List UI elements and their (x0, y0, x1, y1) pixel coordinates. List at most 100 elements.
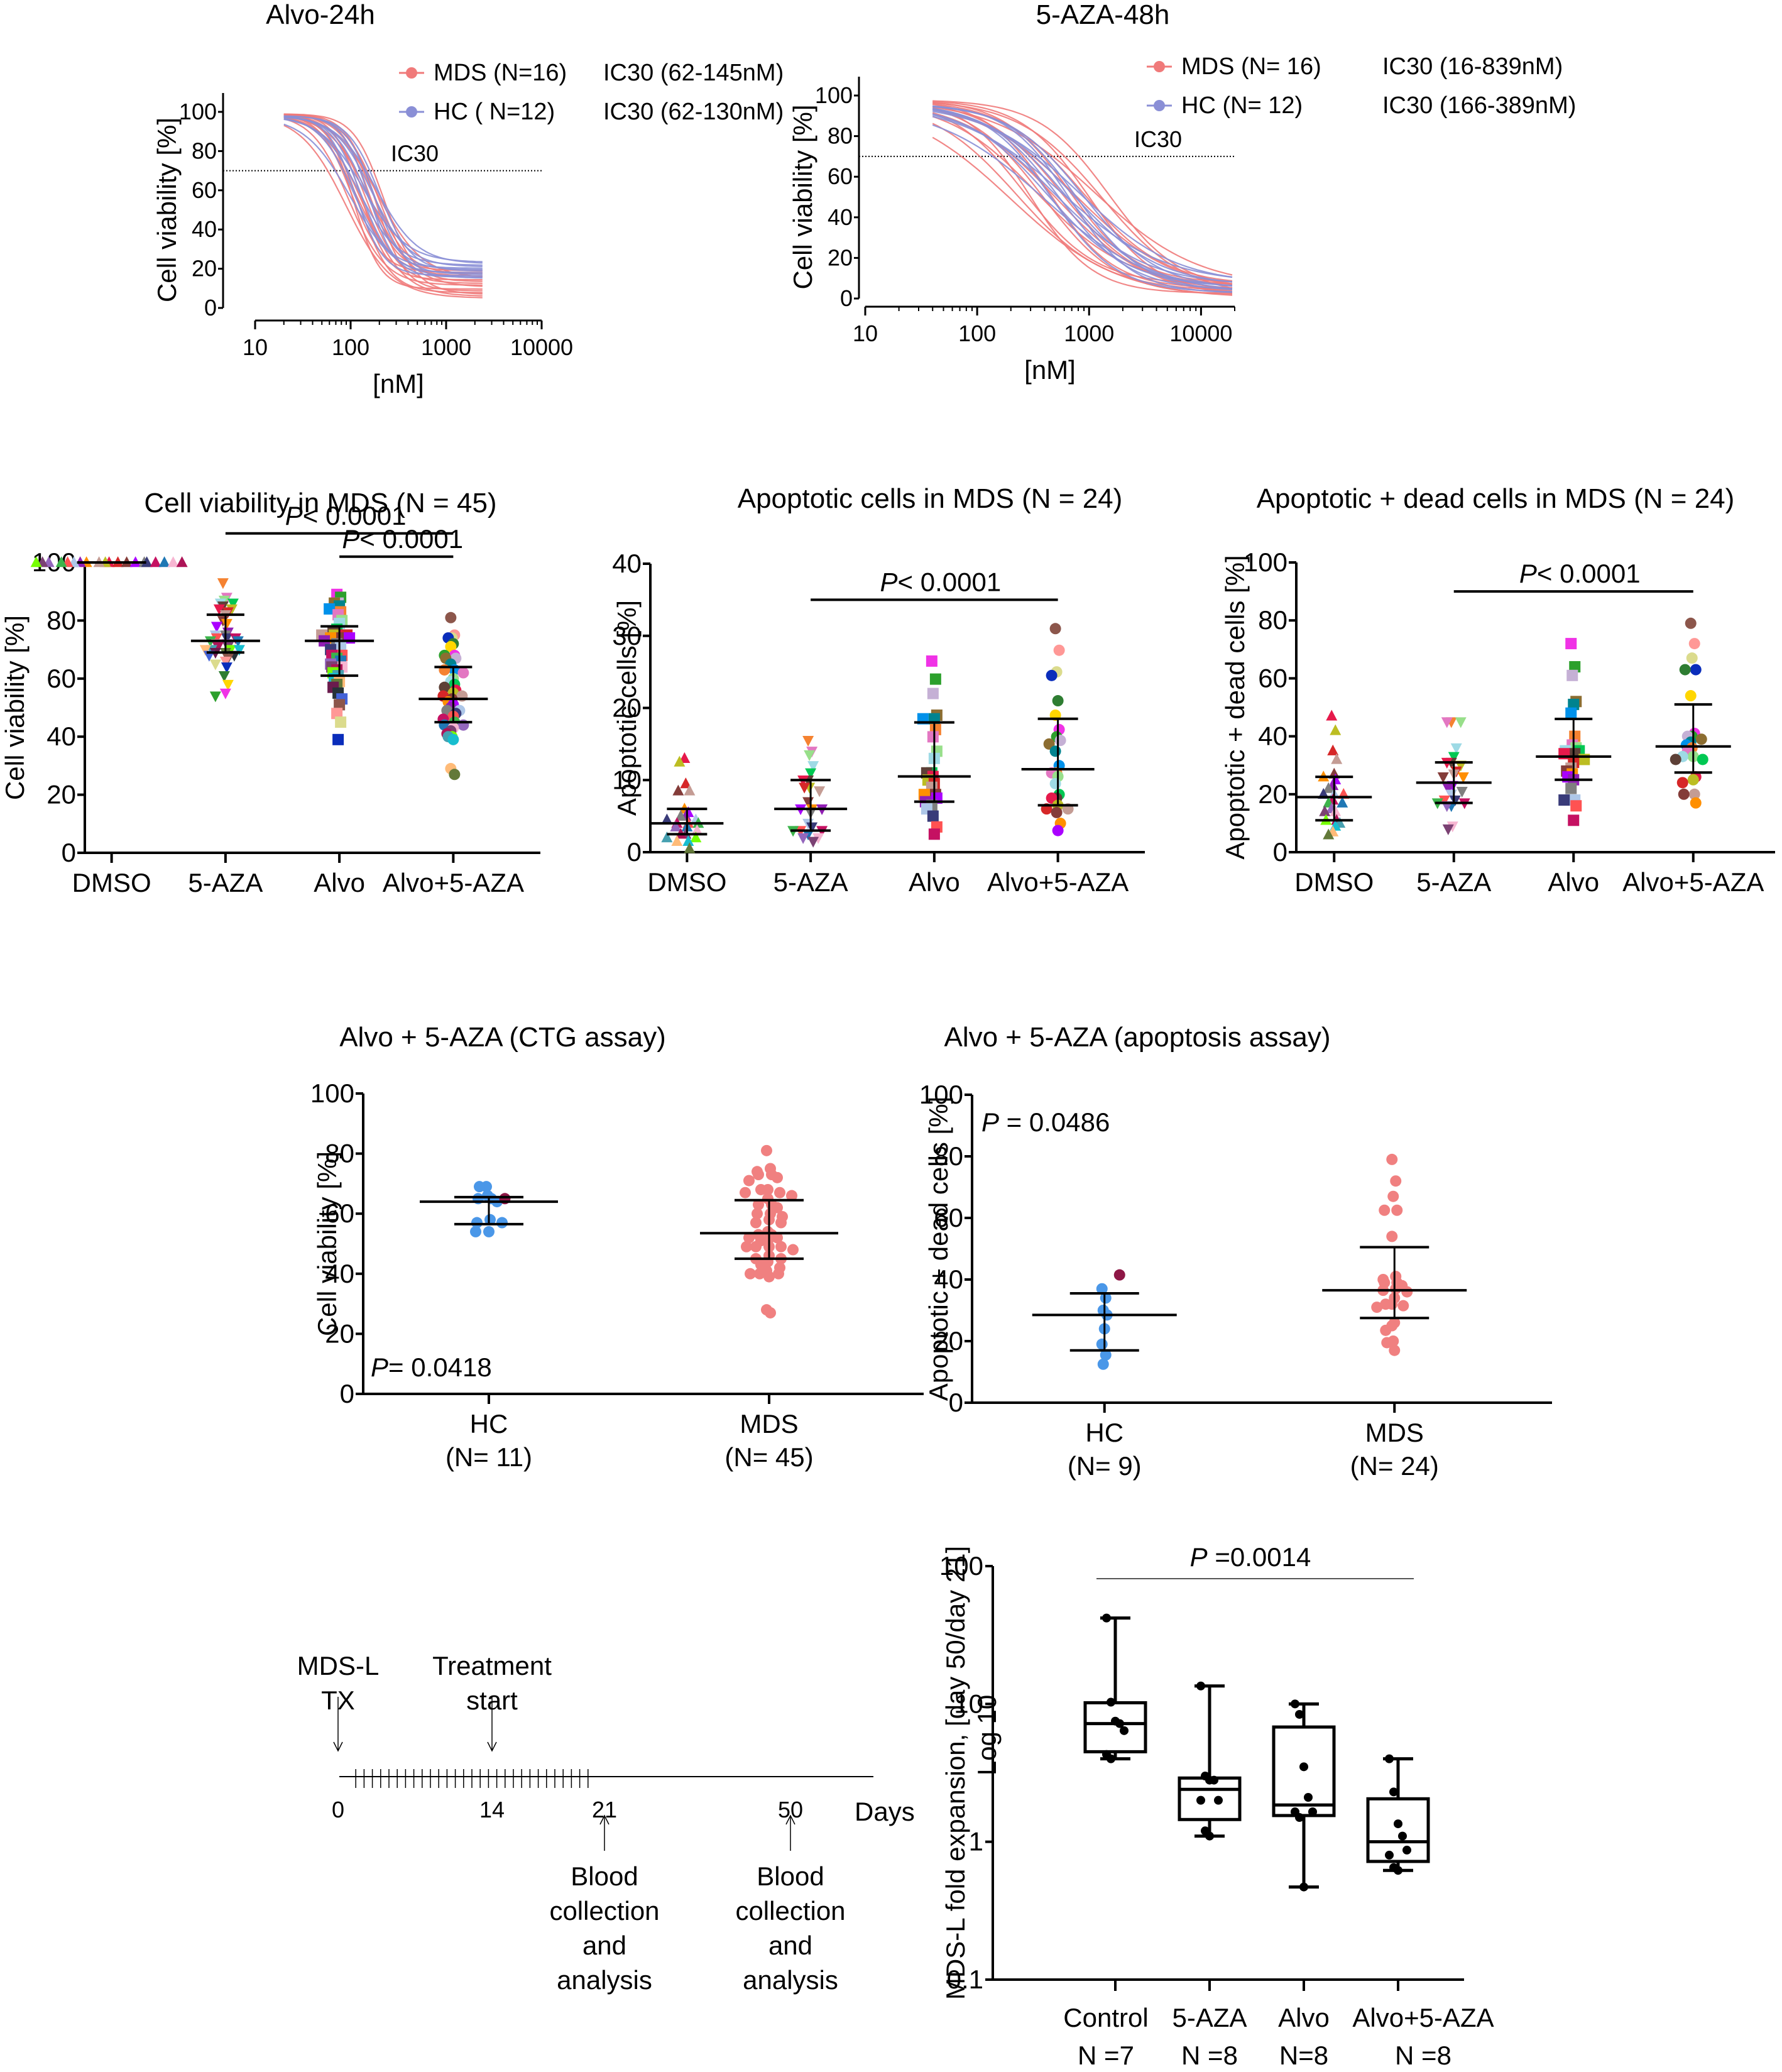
y-tick-label: 100 (815, 82, 853, 108)
data-point (212, 642, 224, 653)
data-point (1442, 784, 1454, 795)
p-value-label: P = 0.0486 (981, 1107, 1110, 1137)
data-point (1102, 1613, 1111, 1623)
data-point (439, 681, 451, 693)
data-point (1049, 777, 1061, 789)
data-point (484, 1214, 496, 1225)
x-tick-sublabel: N=8 (1279, 2041, 1328, 2070)
y-tick-label: 20 (192, 256, 217, 282)
data-point (802, 830, 814, 841)
y-tick-label: 40 (1258, 721, 1287, 751)
dose-response-curve (932, 116, 1233, 278)
dose-response-curve (932, 111, 1233, 278)
timeline-top-label: Treatment (432, 1651, 552, 1680)
x-tick-label: DMSO (1294, 867, 1374, 897)
x-tick-label: Alvo (314, 868, 365, 897)
data-point (740, 1187, 751, 1198)
data-point (675, 809, 687, 821)
data-point (1196, 1681, 1205, 1691)
data-point (496, 1217, 508, 1229)
legend-marker (1154, 100, 1165, 111)
y-tick-label: 20 (325, 1318, 354, 1348)
data-point (927, 688, 939, 699)
y-tick-label: 0 (949, 1388, 963, 1417)
data-point (1686, 652, 1698, 664)
data-point (1052, 695, 1064, 707)
dose-response-curve (283, 118, 483, 269)
data-point (324, 603, 336, 615)
data-point (334, 699, 346, 711)
chart-title: Alvo + 5-AZA (apoptosis assay) (944, 1022, 1330, 1053)
dose-response-curve (283, 115, 483, 272)
data-point (772, 1171, 783, 1183)
legend-annotation: IC30 (166-389nM) (1382, 92, 1576, 119)
x-tick-sublabel: (N= 9) (1068, 1451, 1142, 1481)
dose-response-curve (283, 124, 483, 299)
timeline-bottom-label: analysis (557, 1965, 652, 1995)
x-tick-label: Alvo+5-AZA (1352, 2003, 1494, 2032)
data-point (1053, 644, 1065, 656)
x-tick-label: Alvo (1278, 2003, 1330, 2032)
chart-viab: Cell viability in MDS (N = 45)0204060801… (0, 488, 540, 897)
data-point (684, 842, 696, 853)
dose-response-curve (283, 116, 483, 277)
data-point (1331, 753, 1343, 764)
data-point (1438, 795, 1450, 806)
y-tick-label: 0 (62, 838, 76, 867)
data-point (219, 656, 231, 667)
x-tick-label: 1000 (1064, 321, 1114, 346)
data-point (209, 691, 221, 703)
x-tick-label: 5-AZA (1416, 867, 1491, 897)
y-axis-label: Cell viability [%] (0, 615, 30, 800)
chart-apop: Apoptotic cells in MDS (N = 24) 0 10 20 30 40… (612, 483, 1145, 897)
y-tick-label: 100 (919, 1080, 963, 1109)
x-tick-label: MDS (1365, 1418, 1424, 1447)
y-tick-label: 100 (179, 99, 217, 124)
data-point (661, 831, 673, 843)
data-point (926, 655, 937, 667)
x-tick-label: 100 (958, 321, 996, 346)
x-tick-label: DMSO (647, 867, 726, 897)
data-point (743, 1175, 755, 1187)
data-point (221, 633, 232, 645)
data-point (1387, 1190, 1399, 1202)
data-point (772, 1232, 783, 1244)
data-point (753, 1169, 764, 1181)
y-tick-label: 0 (340, 1379, 354, 1408)
data-point (141, 556, 153, 567)
arrowhead-icon (785, 1814, 795, 1825)
chart-ctg: Alvo + 5-AZA (CTG assay) 0 20 40 60 80 100 Cell… (310, 1022, 924, 1472)
data-point (1046, 669, 1058, 681)
data-point (674, 755, 686, 767)
data-point (1385, 1754, 1394, 1763)
data-point (774, 1187, 785, 1198)
y-axis-label: Cell viability [%] (312, 1151, 342, 1336)
data-point (1210, 1775, 1218, 1785)
data-point (1379, 1204, 1391, 1216)
data-point (1299, 1762, 1308, 1772)
data-point (332, 733, 344, 745)
chart-title: Apoptotic + dead cells in MDS (N = 24) (1257, 483, 1735, 514)
data-point (1096, 1338, 1108, 1350)
x-tick-label: Alvo+5-AZA (987, 867, 1129, 897)
y-axis-label: Apoptotic + dead cells [%] (1220, 555, 1250, 859)
day-label: 14 (479, 1797, 505, 1823)
data-point (1568, 814, 1580, 826)
data-point (449, 769, 461, 781)
y-tick-label: 20 (1258, 779, 1287, 809)
chart-alvo24: Alvo-24h 0 20 40 60 80 100 10 100 1000 10000 [nM] Ce… (152, 0, 784, 398)
y-tick-label: 40 (46, 721, 76, 751)
data-point (1054, 735, 1066, 747)
data-point (209, 659, 221, 671)
dose-response-curve (932, 123, 1233, 291)
data-point (802, 735, 814, 747)
y-tick-label: 100 (939, 1551, 983, 1581)
dose-response-curve (283, 114, 483, 284)
arrowhead-icon (333, 1741, 343, 1752)
data-point (684, 784, 696, 796)
data-point (445, 611, 457, 623)
data-point (1450, 743, 1462, 754)
data-point (1695, 733, 1707, 745)
dose-response-curve (283, 113, 483, 292)
data-point (1685, 690, 1697, 702)
